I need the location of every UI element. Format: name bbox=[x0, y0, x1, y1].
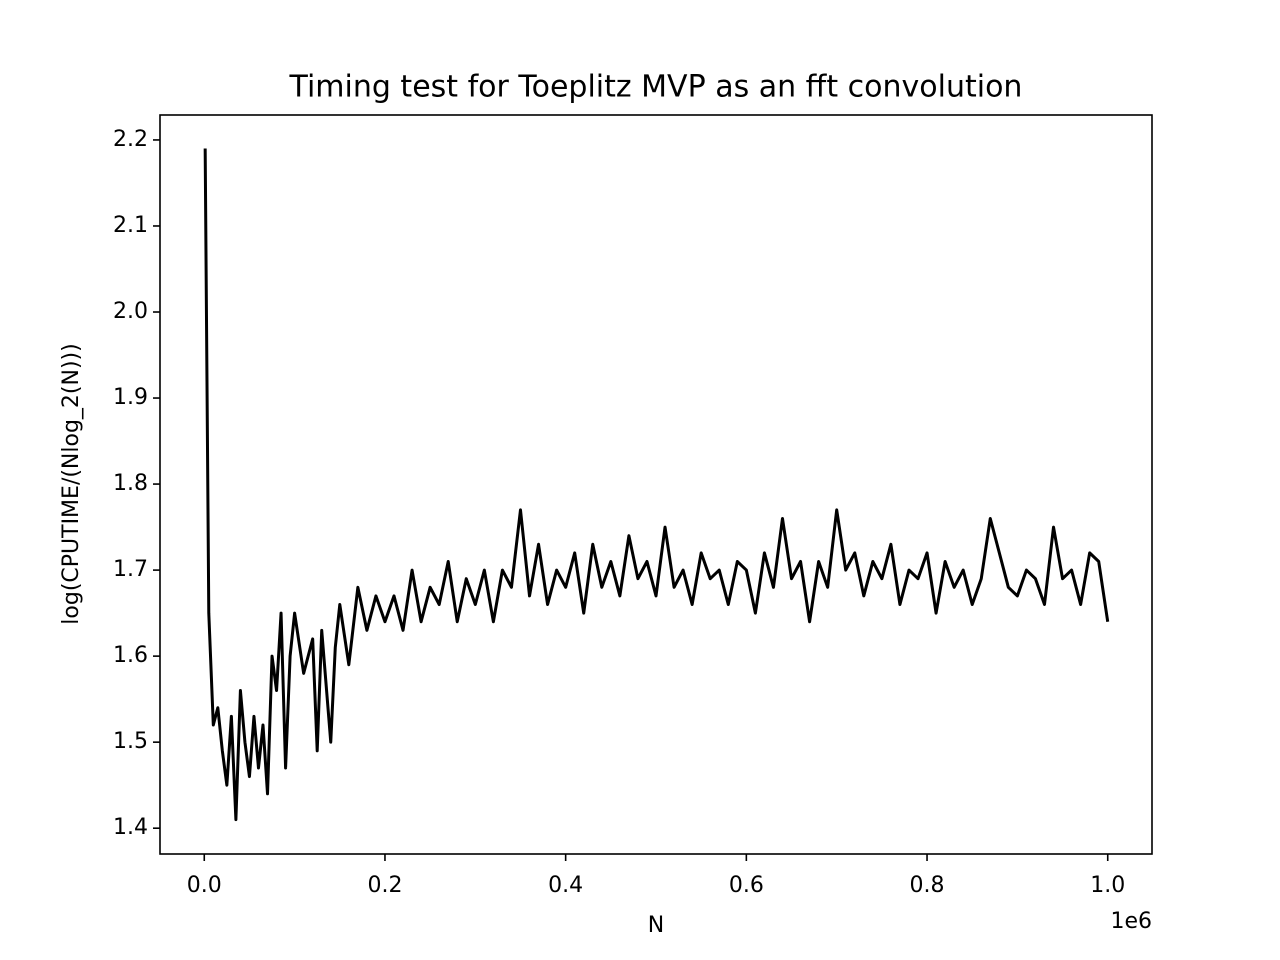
plot-frame bbox=[159, 114, 1153, 855]
y-axis-label: log(CPUTIME/(Nlog_2(N))) bbox=[59, 343, 84, 624]
y-tick-label: 1.8 bbox=[113, 471, 148, 496]
chart-title: Timing test for Toeplitz MVP as an fft c… bbox=[289, 70, 1023, 105]
x-tick-label: 1.0 bbox=[1090, 873, 1125, 898]
x-tick-label: 0.2 bbox=[367, 873, 402, 898]
y-tick-label: 1.6 bbox=[113, 643, 148, 668]
x-axis-label: N bbox=[648, 913, 664, 938]
x-tick-label: 0.4 bbox=[548, 873, 583, 898]
y-tick-label: 2.1 bbox=[113, 213, 148, 238]
x-offset-label: 1e6 bbox=[1110, 909, 1152, 934]
x-tick-label: 0.0 bbox=[187, 873, 222, 898]
data-line bbox=[203, 148, 1110, 822]
y-tick-label: 1.9 bbox=[113, 385, 148, 410]
y-tick-label: 1.4 bbox=[113, 815, 148, 840]
x-tick-label: 0.6 bbox=[729, 873, 764, 898]
x-tick-label: 0.8 bbox=[910, 873, 945, 898]
y-tick-label: 1.7 bbox=[113, 557, 148, 582]
y-tick-label: 2.0 bbox=[113, 299, 148, 324]
y-tick-label: 2.2 bbox=[113, 127, 148, 152]
y-tick-label: 1.5 bbox=[113, 729, 148, 754]
